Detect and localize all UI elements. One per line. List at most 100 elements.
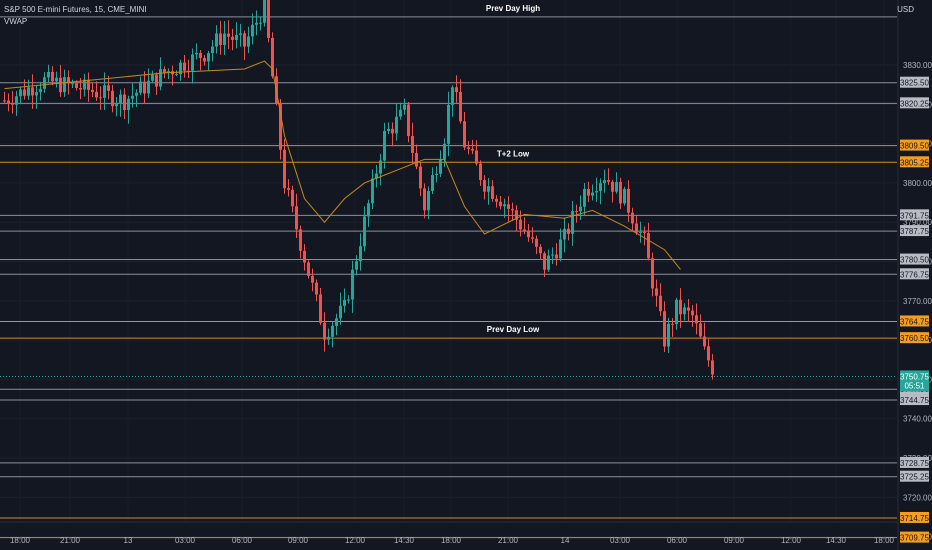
candle-body <box>267 0 270 38</box>
level-price-tag-text: 3791.75 <box>900 211 929 220</box>
candle-body <box>551 254 554 256</box>
time-tick-label: 06:00 <box>232 536 253 545</box>
level-price-tag-text: 3780.50 <box>900 256 929 265</box>
candle-body <box>47 71 50 78</box>
candle-body <box>575 211 578 213</box>
candle-body <box>491 186 494 199</box>
candle-body <box>675 299 678 325</box>
candle-body <box>131 95 134 99</box>
level-price-tag-text: 3760.50 <box>900 334 929 343</box>
level-price-tag-text: 3776.75 <box>900 270 929 279</box>
candle-body <box>655 288 658 296</box>
candle-body <box>195 52 198 55</box>
price-axis[interactable]: 3710.003720.003730.003740.003750.003760.… <box>897 0 932 550</box>
candle-body <box>339 305 342 319</box>
candle-body <box>255 22 258 25</box>
candle-body <box>315 282 318 295</box>
candle-body <box>335 318 338 326</box>
candle-body <box>363 216 366 247</box>
candle-body <box>399 109 402 117</box>
candle-body <box>447 104 450 144</box>
candle-body <box>223 33 226 45</box>
candle-body <box>71 83 74 85</box>
candle-body <box>395 116 398 134</box>
candle-body <box>439 159 442 174</box>
candle-body <box>591 192 594 196</box>
time-tick-label: 03:00 <box>610 536 631 545</box>
time-tick-label: 18:00 <box>441 536 462 545</box>
last-price-value: 3750.75 <box>900 372 929 381</box>
candle-body <box>603 180 606 184</box>
candle-body <box>319 294 322 323</box>
candle-body <box>475 150 478 164</box>
candle-body <box>103 85 106 98</box>
candle-body <box>487 186 490 192</box>
level-price-tag-text: 3728.75 <box>900 459 929 468</box>
candle-body <box>91 89 94 92</box>
candle-body <box>643 231 646 234</box>
candle-body <box>283 149 286 189</box>
candle-body <box>183 62 186 71</box>
candle-body <box>155 74 158 87</box>
candle-body <box>119 94 122 104</box>
level-price-tag <box>900 139 929 151</box>
candle-body <box>611 181 614 192</box>
candle-body <box>587 189 590 196</box>
candle-body <box>467 147 470 149</box>
time-tick-label: 14:30 <box>826 536 847 545</box>
price-tick-label: 3720.00 <box>903 493 932 502</box>
candle-body <box>647 233 650 259</box>
candle-body <box>291 189 294 207</box>
level-price-tag <box>900 531 929 543</box>
candle-body <box>63 77 66 93</box>
candle-body <box>295 206 298 230</box>
candle-body <box>123 94 126 111</box>
candle-body <box>11 103 14 105</box>
candle-body <box>623 188 626 204</box>
candle-body <box>143 81 146 94</box>
candle-body <box>259 22 262 24</box>
candle-body <box>43 77 46 89</box>
candle-body <box>27 87 30 96</box>
candle-body <box>415 152 418 167</box>
symbol-title[interactable]: S&P 500 E-mini Futures, 15, CME_MINI <box>4 5 147 14</box>
time-axis[interactable]: 18:00 21:00 13 03:00 06:00 09:00 12:00 14:30 18:… <box>0 521 898 545</box>
level-price-tag <box>900 156 929 168</box>
time-tick-label: 18:00 <box>874 536 895 545</box>
time-tick-label: 14:30 <box>394 536 415 545</box>
level-price-tag <box>900 332 929 344</box>
candle-body <box>51 71 54 82</box>
candle-body <box>503 204 506 207</box>
level-price-tag-text: 3725.25 <box>900 473 929 482</box>
currency-label[interactable]: USD <box>897 5 914 14</box>
candle-body <box>199 52 202 58</box>
level-price-tag-text: 3820.25 <box>900 99 929 108</box>
candle-body <box>375 173 378 179</box>
level-annotation: Prev Day High <box>486 4 540 13</box>
candle-body <box>299 229 302 251</box>
candle-body <box>411 136 414 153</box>
candle-body <box>427 190 430 211</box>
price-tick-label: 3740.00 <box>903 415 932 424</box>
time-tick-label: 21:00 <box>498 536 519 545</box>
candle-body <box>711 360 714 375</box>
candle-body <box>627 188 630 213</box>
indicator-label[interactable]: VWAP <box>4 17 28 26</box>
candle-body <box>163 69 166 73</box>
candle-body <box>359 246 362 262</box>
candle-body <box>115 103 118 107</box>
candle-body <box>247 36 250 47</box>
candle-body <box>599 183 602 192</box>
candle-body <box>679 299 682 315</box>
candle-body <box>75 83 78 89</box>
candle-body <box>507 204 510 209</box>
last-price-tag <box>900 370 929 392</box>
level-price-tag <box>900 470 929 482</box>
level-price-tag-text: 3709.75 <box>900 534 929 543</box>
candle-body <box>567 228 570 234</box>
candle-body <box>515 210 518 220</box>
candle-body <box>419 166 422 189</box>
level-price-tag-text: 3825.50 <box>900 79 929 88</box>
candle-body <box>15 96 18 105</box>
